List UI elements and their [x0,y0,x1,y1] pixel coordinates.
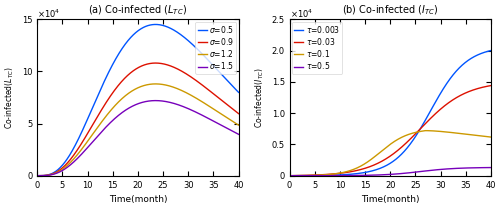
Legend: $\tau$=0.003, $\tau$=0.03, $\tau$=0.1, $\tau$=0.5: $\tau$=0.003, $\tau$=0.03, $\tau$=0.1, $… [292,22,342,74]
Legend: $\sigma$=0.5, $\sigma$=0.9, $\sigma$=1.2, $\sigma$=1.5: $\sigma$=0.5, $\sigma$=0.9, $\sigma$=1.2… [196,22,236,74]
X-axis label: Time(month): Time(month) [108,195,167,204]
Title: (a) Co-infected ($L_{TC}$): (a) Co-infected ($L_{TC}$) [88,4,188,17]
X-axis label: Time(month): Time(month) [361,195,420,204]
Text: $\times10^4$: $\times10^4$ [38,7,60,20]
Title: (b) Co-infected ($I_{TC}$): (b) Co-infected ($I_{TC}$) [342,4,438,17]
Text: $\times10^4$: $\times10^4$ [290,7,313,20]
Y-axis label: Co-infected($L_{TC}$): Co-infected($L_{TC}$) [4,66,16,129]
Y-axis label: Co-infected($I_{TC}$): Co-infected($I_{TC}$) [254,67,266,128]
